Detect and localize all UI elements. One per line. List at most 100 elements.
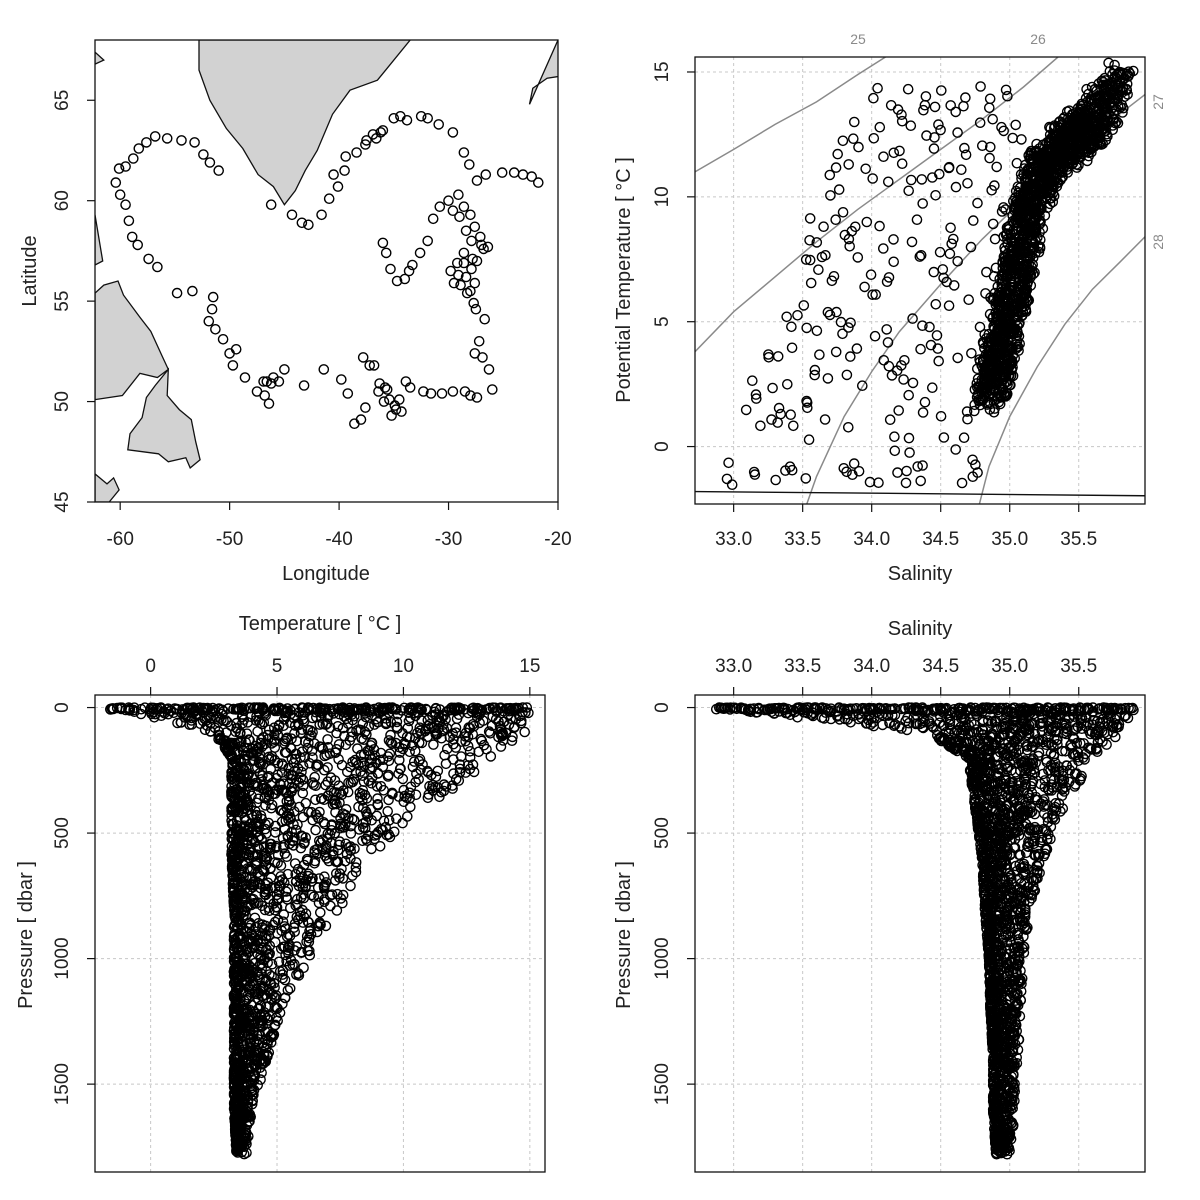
- ts-point: [772, 417, 784, 428]
- map-y-axis-title: Latitude: [19, 235, 41, 306]
- station-point: [132, 239, 143, 251]
- ts-point: [1089, 140, 1101, 152]
- x-tick-label: 33.0: [715, 529, 752, 550]
- station-point: [443, 195, 454, 206]
- station-point: [279, 364, 290, 375]
- ts-point: [809, 369, 821, 381]
- ts-point: [1103, 57, 1114, 69]
- ts-point: [813, 264, 824, 276]
- ts-point: [1077, 100, 1089, 111]
- profile-point: [284, 983, 296, 994]
- station-point: [447, 205, 459, 216]
- ts-point: [974, 321, 986, 333]
- ts-point: [843, 159, 855, 170]
- ts-point: [928, 266, 940, 278]
- x-tick-label: 0: [145, 656, 156, 677]
- ts-point: [888, 234, 899, 245]
- ts-point: [832, 148, 844, 160]
- station-point: [407, 259, 418, 271]
- ts-point: [917, 198, 929, 209]
- ts-point: [883, 176, 894, 188]
- ts-point: [930, 298, 942, 310]
- ts-point: [1017, 262, 1029, 274]
- ts-point: [938, 272, 949, 284]
- ts-point: [997, 384, 1009, 396]
- station-point: [418, 386, 429, 397]
- ts-point: [1016, 134, 1027, 145]
- station-point: [471, 175, 483, 186]
- ts-point: [824, 309, 836, 321]
- y-tick-label: 10: [652, 186, 673, 207]
- ts-point: [750, 389, 762, 400]
- isopycnal-lines: [695, 57, 1145, 504]
- station-point: [458, 147, 470, 158]
- land-polygon: [95, 473, 120, 502]
- ts-point: [1101, 128, 1112, 140]
- ts-point: [843, 421, 854, 433]
- temperature-y-axis-title: Pressure [ dbar ]: [15, 861, 37, 1009]
- ts-point: [804, 254, 816, 266]
- station-point: [335, 374, 347, 385]
- ts-point: [1110, 79, 1122, 90]
- ts-point: [896, 115, 908, 127]
- ts-point: [892, 467, 903, 478]
- ts-point: [809, 364, 821, 376]
- ts-point: [841, 466, 852, 478]
- station-point: [258, 376, 269, 387]
- ts-point: [979, 329, 991, 340]
- isopycnal-label: 26: [1030, 31, 1046, 47]
- ts-point: [996, 277, 1007, 289]
- ts-point: [843, 322, 854, 333]
- station-point: [263, 398, 275, 409]
- ts-point: [950, 444, 962, 455]
- ts-point: [1021, 292, 1032, 303]
- isopycnal-label: 27: [1150, 94, 1166, 110]
- station-point: [213, 165, 224, 176]
- ts-point: [782, 378, 793, 390]
- ts-point: [975, 81, 986, 92]
- ts-point: [766, 414, 777, 425]
- station-point: [377, 125, 389, 136]
- ts-point: [1100, 82, 1112, 93]
- station-point: [469, 221, 481, 233]
- ts-point: [801, 322, 813, 334]
- ts-point: [991, 161, 1003, 173]
- ts-point: [870, 289, 882, 300]
- ts-point: [1057, 113, 1069, 125]
- profile-point: [331, 905, 343, 916]
- ts-point: [983, 371, 995, 382]
- ts-point: [874, 121, 886, 133]
- profile-point: [404, 801, 416, 813]
- station-point: [467, 253, 478, 265]
- ts-point: [1076, 114, 1087, 125]
- ts-point: [915, 249, 927, 261]
- ts-point: [972, 373, 984, 385]
- ts-point: [885, 100, 897, 111]
- ts-point: [934, 168, 945, 180]
- ts-point: [901, 465, 912, 477]
- station-point: [470, 303, 482, 315]
- ts-point: [1044, 193, 1056, 204]
- ts-point: [981, 266, 992, 278]
- land-polygon: [127, 367, 201, 469]
- station-point: [399, 273, 411, 285]
- ts-point: [781, 311, 793, 323]
- station-point: [189, 137, 200, 148]
- ts-point: [963, 294, 975, 306]
- ts-point: [1035, 199, 1047, 211]
- land-polygon: [95, 214, 104, 266]
- station-point: [361, 135, 372, 146]
- ts-point: [935, 124, 946, 136]
- ts-point: [994, 398, 1006, 410]
- ts-point: [1011, 157, 1023, 169]
- ts-point: [928, 143, 940, 154]
- ts-point: [1118, 102, 1129, 114]
- ts-point: [865, 269, 877, 281]
- ts-point: [785, 409, 797, 421]
- ts-point: [1026, 145, 1037, 157]
- salinity-points: [711, 702, 1139, 1160]
- ts-point: [837, 135, 849, 147]
- land-polygon: [198, 40, 412, 206]
